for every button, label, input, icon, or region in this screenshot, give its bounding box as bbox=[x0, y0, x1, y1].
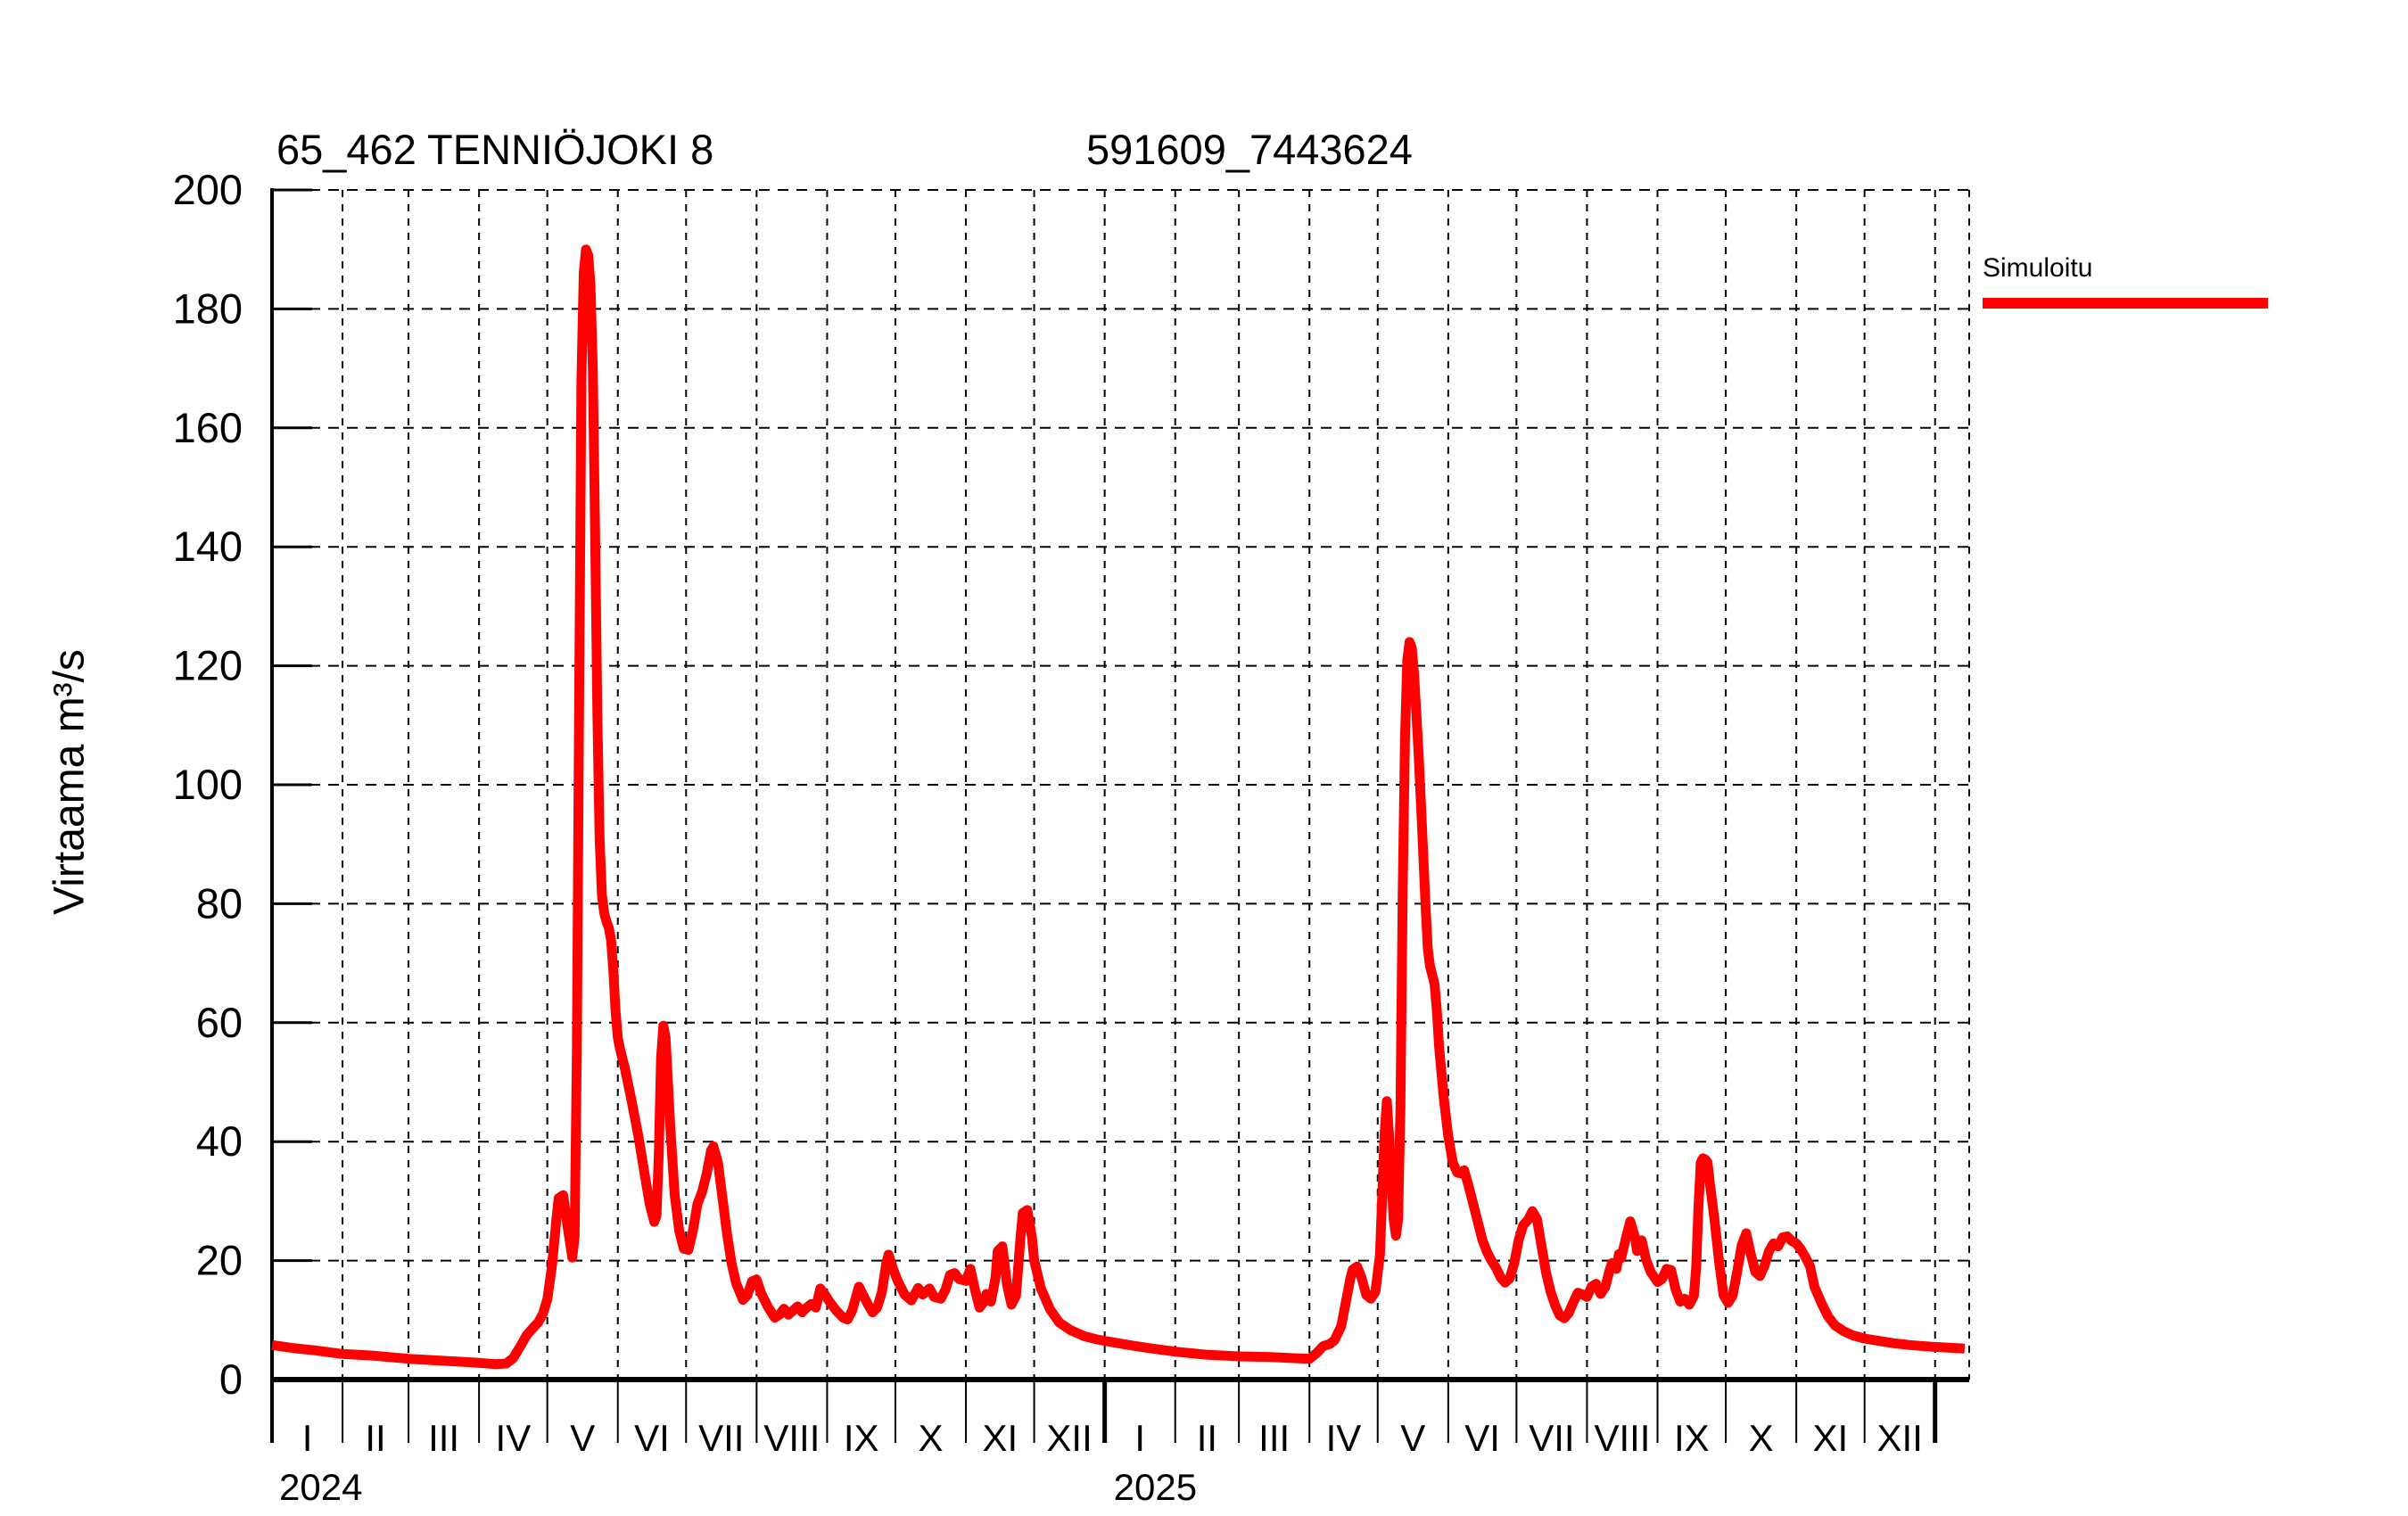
legend-line-swatch bbox=[1983, 298, 2268, 309]
y-tick-label: 60 bbox=[196, 999, 243, 1046]
month-label: II bbox=[365, 1417, 385, 1459]
y-tick-label: 160 bbox=[173, 404, 243, 451]
month-label: I bbox=[1134, 1417, 1145, 1459]
month-label: V bbox=[570, 1417, 595, 1459]
y-tick-label: 40 bbox=[196, 1117, 243, 1165]
y-tick-label: 80 bbox=[196, 879, 243, 927]
y-tick-label: 180 bbox=[173, 284, 243, 332]
month-label: VI bbox=[1464, 1417, 1500, 1459]
month-label: IX bbox=[1674, 1417, 1710, 1459]
month-label: XI bbox=[982, 1417, 1018, 1459]
month-label: III bbox=[1258, 1417, 1290, 1459]
y-tick-label: 100 bbox=[173, 761, 243, 808]
page-title: 65_462 TENNIÖJOKI 8 bbox=[276, 126, 714, 173]
month-label: X bbox=[1749, 1417, 1774, 1459]
month-label: IV bbox=[1326, 1417, 1362, 1459]
y-tick-label: 0 bbox=[219, 1355, 243, 1403]
legend-label: Simuloitu bbox=[1983, 253, 2093, 283]
month-label: XI bbox=[1813, 1417, 1849, 1459]
month-label: IV bbox=[496, 1417, 532, 1459]
year-label: 2025 bbox=[1114, 1466, 1197, 1508]
station-coordinates-title: 591609_7443624 bbox=[1086, 126, 1413, 173]
year-label: 2024 bbox=[279, 1466, 362, 1508]
legend: Simuloitu bbox=[1983, 253, 2277, 309]
y-tick-label: 140 bbox=[173, 523, 243, 570]
y-tick-label: 120 bbox=[173, 642, 243, 689]
month-label: XII bbox=[1877, 1417, 1923, 1459]
month-label: X bbox=[918, 1417, 943, 1459]
month-label: VIII bbox=[763, 1417, 820, 1459]
month-label: VIII bbox=[1594, 1417, 1650, 1459]
month-label: IX bbox=[844, 1417, 879, 1459]
simulated-flow-line bbox=[271, 244, 1966, 1370]
y-tick-label: 20 bbox=[196, 1237, 243, 1284]
month-label: XII bbox=[1046, 1417, 1092, 1459]
month-label: VII bbox=[1529, 1417, 1574, 1459]
month-label: I bbox=[302, 1417, 313, 1459]
month-label: VII bbox=[698, 1417, 744, 1459]
month-label: III bbox=[428, 1417, 459, 1459]
y-tick-label: 200 bbox=[173, 166, 243, 213]
month-label: V bbox=[1400, 1417, 1425, 1459]
month-label: II bbox=[1197, 1417, 1217, 1459]
month-label: VI bbox=[634, 1417, 670, 1459]
